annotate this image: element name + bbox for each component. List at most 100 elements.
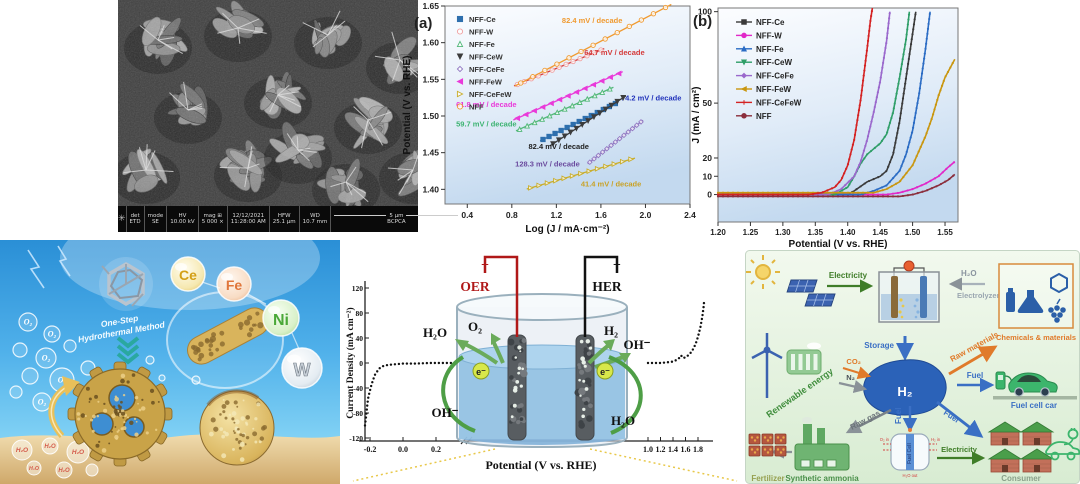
element-symbol-ni: Ni xyxy=(273,312,289,329)
svg-text:1.60: 1.60 xyxy=(422,38,439,48)
fuel-station-icon xyxy=(995,371,1013,390)
o2-in-label: O₂ in xyxy=(880,437,890,442)
sem-meta-cell: 12/12/2021 11:28:00 AM xyxy=(226,206,269,232)
svg-text:H₂O: H₂O xyxy=(72,449,84,456)
fuel-label-car: Fuel xyxy=(967,371,983,380)
legend-entry: NFF-CeFe xyxy=(756,72,794,81)
svg-text:1.50: 1.50 xyxy=(422,111,439,121)
electron-badge-right: e⁻ xyxy=(596,362,614,380)
svg-text:-120: -120 xyxy=(349,434,363,443)
tafel-slope-label: 61.8 mV / decade xyxy=(456,100,516,109)
h2o-feed-label: H₂O xyxy=(961,269,977,278)
fuel-cell-car-icon xyxy=(1008,372,1058,397)
synthesis-schematic: One-Step Hydrothermal Method O₂O₂O₂O₂O₂ … xyxy=(0,240,340,484)
framework-cluster-icon xyxy=(99,257,153,311)
element-symbol-ce: Ce xyxy=(179,267,197,283)
svg-text:H₂O: H₂O xyxy=(29,466,39,472)
o2-label: O₂ xyxy=(468,319,482,334)
legend-entry: NFF xyxy=(469,103,484,112)
fertilizer-label: Fertilizer xyxy=(751,474,784,483)
synthesis-schematic-panel: One-Step Hydrothermal Method O₂ O₂ O₂ O₂ O₂ … xyxy=(0,240,340,484)
svg-text:0: 0 xyxy=(359,359,363,368)
x-axis-label: Log (J / mA·cm⁻²) xyxy=(525,224,609,235)
legend: NFF-Ce NFF-W NFF-Fe NFF-CeW NFF-CeFe NFF-FeW N… xyxy=(456,15,512,112)
co2-arrow[interactable] xyxy=(842,366,872,380)
electrolyzer-icon xyxy=(878,260,940,323)
electrolyzer-label: Electrolyzer xyxy=(957,291,1000,300)
legend-entry: NFF-CeFeW xyxy=(469,90,512,99)
chemicals-box xyxy=(998,263,1074,329)
legend-entry: NFF-CeW xyxy=(756,58,792,67)
tafel-chart: 0.4 0.8 1.2 1.6 2.0 2.4 1.40 1.45 1.50 1.55 1.60 1.… xyxy=(402,1,696,235)
water-bubbles: H₂O H₂O H₂O H₂O H₂O xyxy=(11,437,99,479)
svg-text:1.6: 1.6 xyxy=(681,445,691,454)
svg-text:1.55: 1.55 xyxy=(937,228,953,237)
svg-text:O₂: O₂ xyxy=(24,318,33,327)
legend-entry: NFF-FeW xyxy=(756,85,792,94)
x-axis-label: Potential (V vs. RHE) xyxy=(789,239,888,250)
svg-text:1.30: 1.30 xyxy=(775,228,791,237)
fuel-arrow-consumer[interactable] xyxy=(936,400,984,438)
solar-panel-icon xyxy=(786,279,836,307)
svg-text:0.0: 0.0 xyxy=(398,445,408,454)
sem-texture xyxy=(118,0,418,206)
oer-label: OER xyxy=(460,279,490,294)
hydrogen-hub: H₂ xyxy=(863,359,947,416)
chemicals-label: Chemicals & materials xyxy=(996,333,1076,342)
consumer-label: Consumer xyxy=(1001,474,1041,483)
sem-metadata-bar: ✳ det ETD mode SE HV 10.00 kV mag ⊞ 5 000 × 12/1… xyxy=(118,206,459,232)
storage-label: Storage xyxy=(864,341,894,350)
svg-text:0.2: 0.2 xyxy=(431,445,441,454)
svg-text:1.35: 1.35 xyxy=(808,228,824,237)
tafel-series: 74.2 mV / decade 64.7 mV / decade 59.7 mV … xyxy=(456,3,681,191)
flask-icon xyxy=(1006,288,1044,313)
benzene-icon xyxy=(1050,272,1068,294)
legend-entry: NFF-Fe xyxy=(756,45,784,54)
sem-meta-cell: HFW 25.1 μm xyxy=(268,206,299,232)
element-bubble-ce: Ce xyxy=(170,256,206,292)
svg-text:-0.2: -0.2 xyxy=(364,445,377,454)
tafel-slope-label: 41.4 mV / decade xyxy=(581,179,641,188)
svg-text:2.4: 2.4 xyxy=(684,210,696,220)
h2o-label-right: H₂O xyxy=(611,413,635,428)
svg-text:1.45: 1.45 xyxy=(422,148,439,158)
hydrogen-economy-panel: Electricity H₂O Electrolyzer xyxy=(745,250,1080,484)
svg-text:H₂O: H₂O xyxy=(16,447,28,454)
svg-text:1.40: 1.40 xyxy=(840,228,856,237)
svg-text:1.8: 1.8 xyxy=(693,445,703,454)
legend: NFF-Ce NFF-W NFF-Fe NFF-CeW NFF-CeFe NFF-FeW N… xyxy=(736,18,802,121)
svg-text:0.4: 0.4 xyxy=(461,210,473,220)
h2o-out-label: H₂O out xyxy=(903,473,919,478)
polarization-plot: 120 80 40 0 -40 -80 -120-0.2 0.0 0.2 1.0 1.2 1.4 1.6… xyxy=(345,281,713,472)
grapes-icon xyxy=(1048,298,1066,323)
svg-text:80: 80 xyxy=(356,309,364,318)
lightning-icon xyxy=(27,245,71,289)
sem-micrograph-panel: ✳ det ETD mode SE HV 10.00 kV mag ⊞ 5 000 × 12/1… xyxy=(118,0,459,232)
h2-in-label: H₂ in xyxy=(931,437,941,442)
legend-entry: NFF-CeW xyxy=(469,53,504,62)
electron-badge-left: e⁻ xyxy=(472,362,490,380)
tafel-slope-label: 64.7 mV / decade xyxy=(584,48,644,57)
fuel-cell-label: Fuel Cell xyxy=(907,443,913,464)
oer-wire: + OER xyxy=(460,255,519,337)
up-arrow-icon xyxy=(48,376,80,438)
svg-text:2.0: 2.0 xyxy=(640,210,652,220)
n2-arrow[interactable] xyxy=(838,380,868,393)
sun-icon xyxy=(746,255,780,289)
raw-gas-arrow[interactable] xyxy=(845,408,892,434)
svg-text:1.65: 1.65 xyxy=(422,1,439,11)
element-symbol-w: W xyxy=(294,360,311,380)
her-wire: − HER xyxy=(583,255,622,337)
svg-text:H₂O: H₂O xyxy=(44,444,56,450)
minus-terminal-label: − xyxy=(613,258,621,273)
legend-entry: NFF-Ce xyxy=(756,18,785,27)
legend-entry: NFF-Ce xyxy=(469,15,496,24)
tafel-slope-label: 82.4 mV / decade xyxy=(562,16,622,25)
svg-text:120: 120 xyxy=(352,284,364,293)
tafel-slope-label: 59.7 mV / decade xyxy=(456,119,516,128)
svg-text:1.4: 1.4 xyxy=(668,445,678,454)
wind-turbine-icon xyxy=(751,333,783,398)
h2-hub-label: H₂ xyxy=(897,384,912,399)
raw-materials-arrow[interactable] xyxy=(948,345,998,376)
